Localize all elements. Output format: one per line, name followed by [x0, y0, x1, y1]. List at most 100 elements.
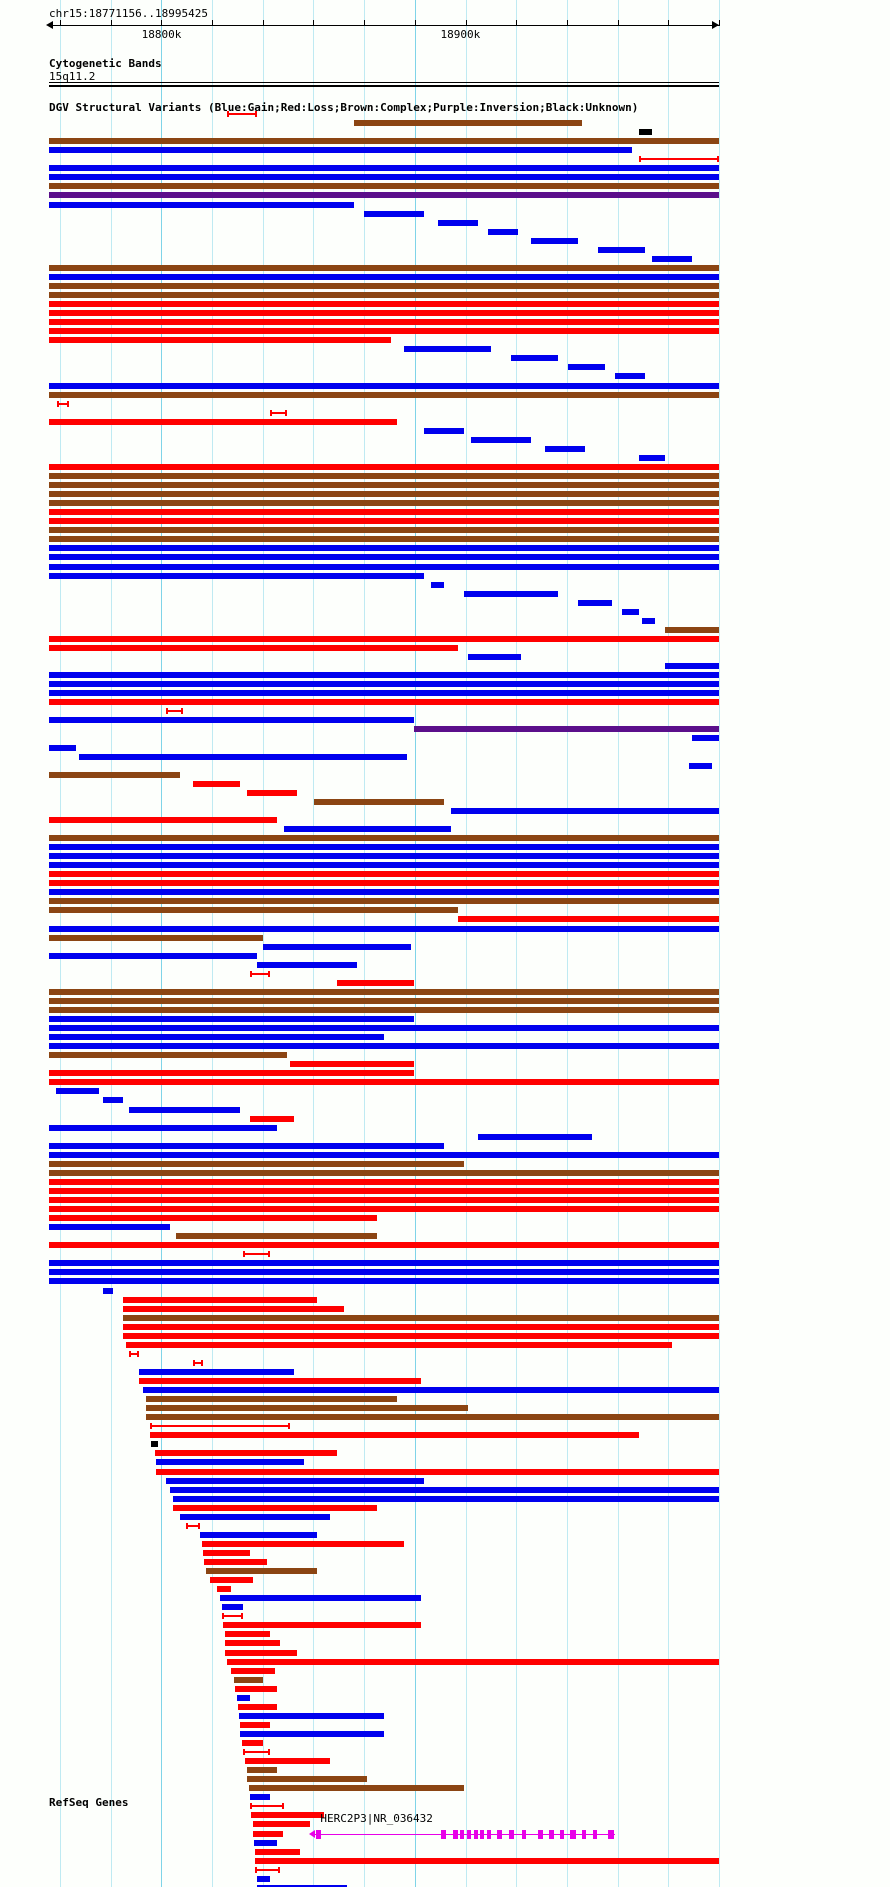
- structural-variant[interactable]: [437, 219, 478, 226]
- structural-variant[interactable]: [149, 1423, 291, 1430]
- structural-variant[interactable]: [248, 1785, 465, 1792]
- structural-variant[interactable]: [55, 1088, 100, 1095]
- structural-variant[interactable]: [511, 355, 559, 362]
- gene-label[interactable]: HERC2P3|NR_036432: [320, 1812, 433, 1825]
- gene-exon[interactable]: [315, 1830, 322, 1839]
- structural-variant[interactable]: [692, 735, 719, 742]
- structural-variant[interactable]: [363, 210, 425, 217]
- gene-exon[interactable]: [608, 1830, 614, 1839]
- structural-variant[interactable]: [49, 816, 277, 823]
- structural-variant[interactable]: [235, 1685, 277, 1692]
- structural-variant[interactable]: [221, 1613, 244, 1620]
- gene-exon[interactable]: [487, 1830, 492, 1839]
- structural-variant[interactable]: [464, 590, 559, 597]
- structural-variant[interactable]: [233, 1676, 264, 1683]
- structural-variant[interactable]: [139, 1378, 421, 1384]
- structural-variant[interactable]: [49, 1260, 719, 1267]
- structural-variant[interactable]: [49, 273, 719, 280]
- structural-variant[interactable]: [49, 536, 719, 543]
- structural-variant[interactable]: [49, 672, 719, 679]
- structural-variant[interactable]: [186, 1522, 201, 1529]
- structural-variant[interactable]: [49, 165, 719, 172]
- structural-variant[interactable]: [122, 1314, 719, 1321]
- structural-variant[interactable]: [49, 907, 458, 914]
- structural-variant[interactable]: [665, 626, 719, 633]
- structural-variant[interactable]: [237, 1703, 277, 1710]
- structural-variant[interactable]: [598, 246, 646, 253]
- structural-variant[interactable]: [146, 1405, 468, 1412]
- structural-variant[interactable]: [49, 292, 719, 298]
- gene-exon[interactable]: [496, 1830, 502, 1839]
- gene-exon[interactable]: [538, 1830, 543, 1839]
- structural-variant[interactable]: [203, 1549, 250, 1556]
- structural-variant[interactable]: [49, 1206, 719, 1213]
- structural-variant[interactable]: [172, 1495, 719, 1502]
- structural-variant[interactable]: [49, 889, 719, 896]
- structural-variant[interactable]: [176, 1233, 378, 1240]
- structural-variant[interactable]: [216, 1586, 232, 1593]
- structural-variant[interactable]: [665, 663, 719, 670]
- gene-exon[interactable]: [559, 1830, 565, 1839]
- structural-variant[interactable]: [231, 1667, 276, 1674]
- structural-variant[interactable]: [49, 681, 719, 688]
- structural-variant[interactable]: [49, 844, 719, 851]
- structural-variant[interactable]: [250, 970, 271, 977]
- structural-variant[interactable]: [241, 1740, 264, 1746]
- structural-variant[interactable]: [251, 1812, 324, 1819]
- gene-exon[interactable]: [440, 1830, 446, 1839]
- structural-variant[interactable]: [172, 1504, 378, 1511]
- structural-variant[interactable]: [49, 771, 180, 778]
- structural-variant[interactable]: [49, 699, 719, 706]
- structural-variant[interactable]: [49, 1178, 719, 1185]
- structural-variant[interactable]: [638, 129, 652, 136]
- structural-variant[interactable]: [49, 934, 264, 941]
- structural-variant[interactable]: [49, 635, 719, 642]
- structural-variant[interactable]: [226, 111, 257, 117]
- structural-variant[interactable]: [169, 1486, 719, 1493]
- structural-variant[interactable]: [129, 1106, 240, 1113]
- structural-variant[interactable]: [49, 509, 719, 516]
- structural-variant[interactable]: [224, 1649, 297, 1656]
- structural-variant[interactable]: [49, 1052, 287, 1059]
- structural-variant[interactable]: [263, 943, 411, 950]
- structural-variant[interactable]: [49, 862, 719, 869]
- structural-variant[interactable]: [49, 988, 719, 995]
- structural-variant[interactable]: [156, 1459, 304, 1466]
- structural-variant[interactable]: [102, 1287, 113, 1294]
- structural-variant[interactable]: [239, 1730, 384, 1737]
- gene-exon[interactable]: [522, 1830, 527, 1839]
- structural-variant[interactable]: [199, 1531, 317, 1538]
- gene-exon[interactable]: [467, 1830, 472, 1839]
- structural-variant[interactable]: [688, 762, 713, 769]
- structural-variant[interactable]: [49, 527, 719, 534]
- structural-variant[interactable]: [313, 798, 445, 805]
- structural-variant[interactable]: [156, 1468, 719, 1475]
- structural-variant[interactable]: [578, 599, 612, 606]
- structural-variant[interactable]: [49, 997, 719, 1004]
- structural-variant[interactable]: [49, 1197, 719, 1203]
- structural-variant[interactable]: [638, 156, 720, 163]
- structural-variant[interactable]: [457, 916, 719, 923]
- structural-variant[interactable]: [353, 120, 582, 127]
- structural-variant[interactable]: [193, 1359, 204, 1366]
- gene-exon[interactable]: [593, 1830, 598, 1839]
- structural-variant[interactable]: [638, 454, 666, 461]
- structural-variant[interactable]: [166, 1477, 425, 1484]
- structural-variant[interactable]: [49, 717, 415, 724]
- structural-variant[interactable]: [219, 1595, 421, 1602]
- structural-variant[interactable]: [652, 255, 693, 262]
- structural-variant[interactable]: [49, 871, 719, 878]
- structural-variant[interactable]: [49, 500, 719, 507]
- structural-variant[interactable]: [544, 445, 585, 452]
- structural-variant[interactable]: [49, 1160, 465, 1167]
- structural-variant[interactable]: [250, 1115, 294, 1122]
- structural-variant[interactable]: [201, 1540, 405, 1547]
- structural-variant[interactable]: [206, 1568, 317, 1575]
- structural-variant[interactable]: [49, 898, 719, 905]
- structural-variant[interactable]: [247, 1776, 368, 1783]
- gene-exon[interactable]: [480, 1830, 485, 1839]
- structural-variant[interactable]: [283, 825, 451, 832]
- structural-variant[interactable]: [49, 319, 719, 326]
- structural-variant[interactable]: [49, 310, 719, 317]
- structural-variant[interactable]: [244, 1758, 331, 1765]
